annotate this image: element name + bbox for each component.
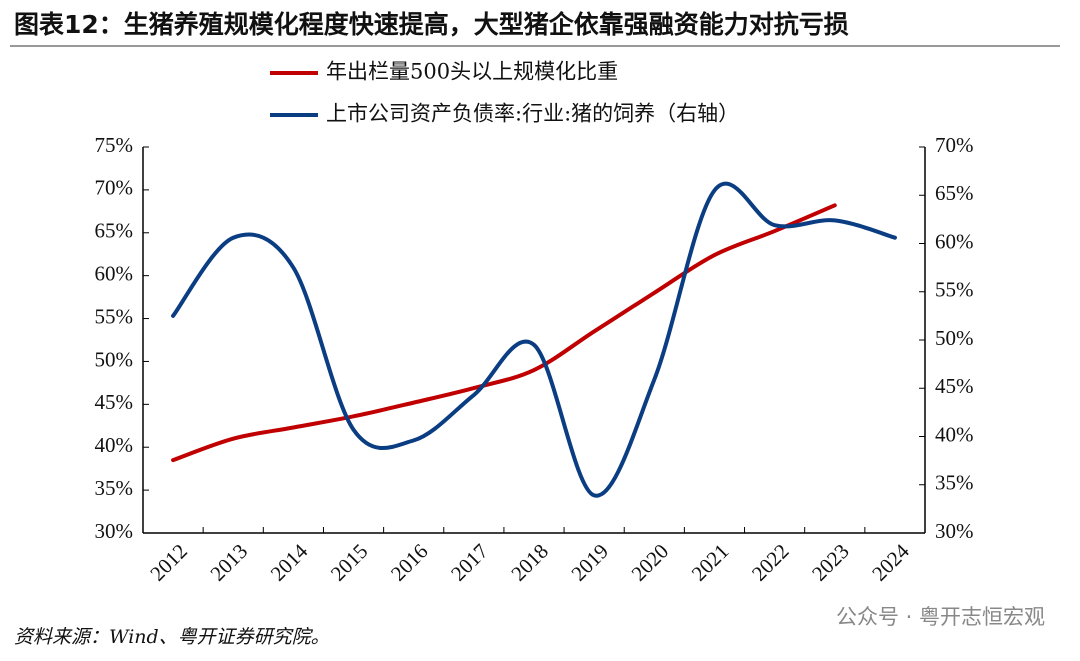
y2-tick-label: 50% bbox=[935, 326, 974, 350]
legend-label: 年出栏量500头以上规模化比重 bbox=[326, 60, 618, 84]
y-tick-label: 75% bbox=[95, 133, 134, 157]
x-tick-label: 2024 bbox=[867, 539, 914, 586]
y2-tick-label: 40% bbox=[935, 422, 974, 446]
x-tick-label: 2014 bbox=[266, 539, 313, 586]
x-tick-label: 2012 bbox=[145, 539, 192, 586]
watermark: 公众号 · 粤开志恒宏观 bbox=[836, 605, 1045, 629]
source-note: 资料来源：Wind、粤开证券研究院。 bbox=[14, 626, 330, 648]
legend-label: 上市公司资产负债率:行业:猪的饲养（右轴） bbox=[326, 102, 739, 126]
x-tick-label: 2015 bbox=[326, 539, 373, 586]
y2-tick-label: 65% bbox=[935, 181, 974, 205]
series-line bbox=[171, 181, 897, 498]
x-tick-label: 2020 bbox=[627, 539, 674, 586]
x-tick-label: 2016 bbox=[386, 539, 433, 586]
y-tick-label: 30% bbox=[95, 519, 134, 543]
x-tick-label: 2019 bbox=[566, 539, 613, 586]
x-tick-label: 2018 bbox=[506, 539, 553, 586]
x-tick-label: 2023 bbox=[807, 539, 854, 586]
x-tick-label: 2021 bbox=[687, 539, 734, 586]
y2-tick-label: 55% bbox=[935, 278, 974, 302]
y-tick-label: 50% bbox=[95, 347, 134, 371]
y2-tick-label: 45% bbox=[935, 374, 974, 398]
y-tick-label: 40% bbox=[95, 433, 134, 457]
x-tick-label: 2022 bbox=[747, 539, 794, 586]
y2-tick-label: 70% bbox=[935, 133, 974, 157]
chart-title: 图表12：生猪养殖规模化程度快速提高，大型猪企依靠强融资能力对抗亏损 bbox=[14, 10, 849, 39]
y2-tick-label: 60% bbox=[935, 229, 974, 253]
y-tick-label: 70% bbox=[95, 176, 134, 200]
series-line bbox=[171, 203, 837, 463]
y-tick-label: 65% bbox=[95, 219, 134, 243]
x-tick-label: 2017 bbox=[446, 539, 493, 586]
y-tick-label: 60% bbox=[95, 261, 134, 285]
y2-tick-label: 30% bbox=[935, 519, 974, 543]
y-tick-label: 35% bbox=[95, 476, 134, 500]
y-tick-label: 55% bbox=[95, 304, 134, 328]
y2-tick-label: 35% bbox=[935, 471, 974, 495]
x-tick-label: 2013 bbox=[206, 539, 253, 586]
y-tick-label: 45% bbox=[95, 390, 134, 414]
